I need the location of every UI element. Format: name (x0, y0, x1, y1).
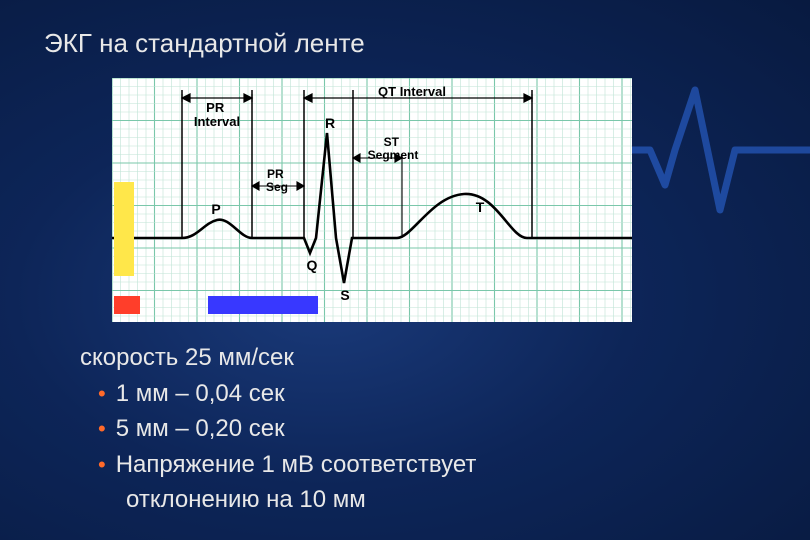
label-q: Q (307, 257, 318, 273)
label-s: S (340, 287, 349, 303)
label-pr-seg: PR Seg (266, 167, 288, 194)
bullet-3: •Напряжение 1 мВ соответствует (80, 447, 476, 483)
block-red (114, 296, 140, 314)
ecg-diagram: PR Interval QT Interval R ST Segment PR … (112, 78, 632, 322)
block-yellow (114, 182, 134, 276)
speed-line: скорость 25 мм/сек (80, 340, 476, 376)
block-blue (208, 296, 318, 314)
label-r: R (325, 115, 335, 131)
bullet-1: •1 мм – 0,04 сек (80, 376, 476, 412)
ecg-svg: PR Interval QT Interval R ST Segment PR … (112, 78, 632, 322)
bullet-2: •5 мм – 0,20 сек (80, 411, 476, 447)
label-p: P (211, 201, 220, 217)
label-qt-interval: QT Interval (378, 84, 446, 99)
label-pr-interval: PR Interval (194, 100, 240, 129)
bullet-3-cont: отклонению на 10 мм (80, 482, 476, 518)
text-block: скорость 25 мм/сек •1 мм – 0,04 сек •5 м… (80, 340, 476, 518)
label-t: T (476, 199, 485, 215)
slide-title: ЭКГ на стандартной ленте (44, 28, 365, 59)
